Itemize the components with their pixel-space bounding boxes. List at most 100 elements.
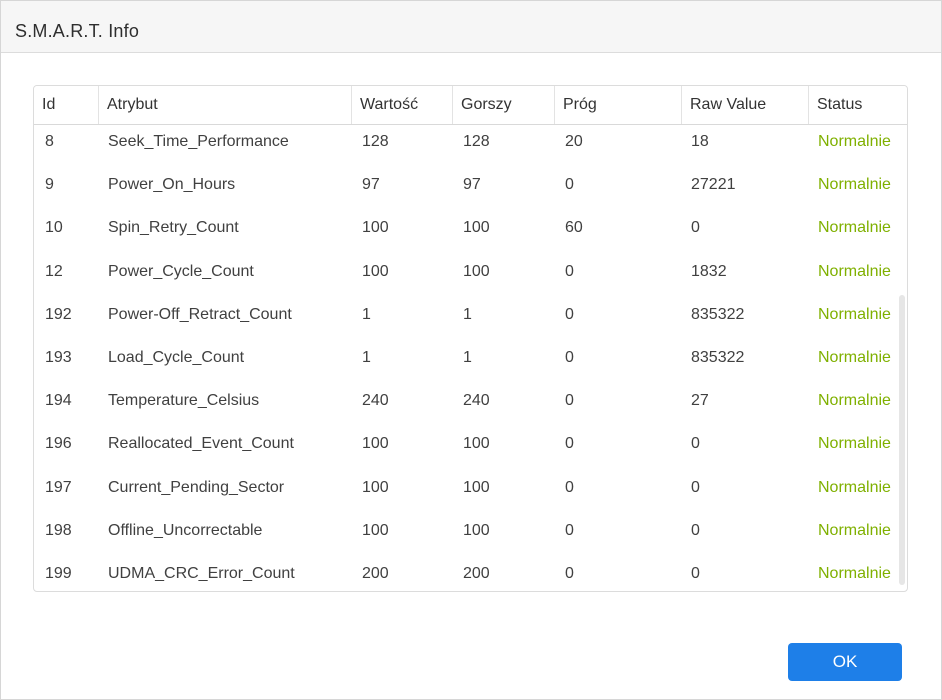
scrollbar-thumb[interactable] bbox=[899, 295, 905, 585]
cell-value: 128 bbox=[362, 133, 389, 150]
cell-threshold: 0 bbox=[565, 392, 574, 410]
cell-worst: 128 bbox=[463, 133, 490, 150]
cell-threshold: 0 bbox=[565, 349, 574, 366]
cell-raw-value: 27 bbox=[691, 392, 709, 410]
table-header: Id Atrybut Wartość Gorszy Próg Raw Value… bbox=[34, 86, 907, 125]
cell-raw-value: 0 bbox=[691, 219, 700, 237]
cell-threshold: 0 bbox=[565, 435, 574, 453]
table-row[interactable]: 198 Offline_Uncorrectable 100 100 0 0 Normalni… bbox=[34, 514, 907, 557]
cell-worst: 100 bbox=[463, 262, 490, 280]
cell-value: 100 bbox=[362, 435, 389, 453]
cell-id: 196 bbox=[45, 435, 72, 453]
cell-attribute: Offline_Uncorrectable bbox=[108, 521, 263, 539]
cell-status: Normalnie bbox=[818, 133, 891, 150]
column-header-attribute[interactable]: Atrybut bbox=[98, 86, 351, 124]
cell-worst: 1 bbox=[463, 305, 472, 323]
table-row[interactable]: 193 Load_Cycle_Count 1 1 0 835322 Normalnie bbox=[34, 341, 907, 384]
table-row[interactable]: 9 Power_On_Hours 97 97 0 27221 Normalnie bbox=[34, 168, 907, 211]
cell-worst: 100 bbox=[463, 435, 490, 453]
column-header-value[interactable]: Wartość bbox=[351, 86, 452, 124]
dialog-title: S.M.A.R.T. Info bbox=[15, 21, 140, 41]
cell-value: 1 bbox=[362, 349, 371, 366]
cell-attribute: Power_On_Hours bbox=[108, 176, 236, 194]
cell-value: 1 bbox=[362, 305, 371, 323]
cell-value: 240 bbox=[362, 392, 389, 410]
cell-value: 200 bbox=[362, 565, 389, 582]
cell-attribute: Load_Cycle_Count bbox=[108, 349, 245, 366]
cell-id: 10 bbox=[45, 219, 63, 237]
column-header-threshold[interactable]: Próg bbox=[554, 86, 681, 124]
cell-raw-value: 0 bbox=[691, 478, 700, 496]
cell-attribute: Spin_Retry_Count bbox=[108, 219, 239, 237]
table-row[interactable]: 199 UDMA_CRC_Error_Count 200 200 0 0 Normalnie bbox=[34, 557, 907, 591]
cell-worst: 97 bbox=[463, 176, 481, 194]
table-row[interactable]: 12 Power_Cycle_Count 100 100 0 1832 Normalnie bbox=[34, 255, 907, 298]
cell-attribute: Power_Cycle_Count bbox=[108, 262, 254, 280]
table-row[interactable]: 197 Current_Pending_Sector 100 100 0 0 Normaln… bbox=[34, 471, 907, 514]
cell-status: Normalnie bbox=[818, 392, 891, 410]
cell-worst: 1 bbox=[463, 349, 472, 366]
table-row[interactable]: 8 Seek_Time_Performance 128 128 20 18 Normalni… bbox=[34, 125, 907, 168]
column-header-raw-value[interactable]: Raw Value bbox=[681, 86, 808, 124]
column-header-status[interactable]: Status bbox=[808, 86, 907, 124]
cell-worst: 240 bbox=[463, 392, 490, 410]
table-row[interactable]: 10 Spin_Retry_Count 100 100 60 0 Normalnie bbox=[34, 211, 907, 254]
cell-id: 12 bbox=[45, 262, 63, 280]
cell-status: Normalnie bbox=[818, 305, 891, 323]
cell-id: 194 bbox=[45, 392, 72, 410]
cell-status: Normalnie bbox=[818, 435, 891, 453]
cell-id: 193 bbox=[45, 349, 72, 366]
table-row[interactable]: 196 Reallocated_Event_Count 100 100 0 0 Normal… bbox=[34, 427, 907, 470]
column-header-worst[interactable]: Gorszy bbox=[452, 86, 554, 124]
cell-status: Normalnie bbox=[818, 521, 891, 539]
cell-threshold: 0 bbox=[565, 565, 574, 582]
cell-status: Normalnie bbox=[818, 565, 891, 582]
cell-attribute: Seek_Time_Performance bbox=[108, 133, 289, 150]
cell-threshold: 0 bbox=[565, 262, 574, 280]
cell-attribute: Temperature_Celsius bbox=[108, 392, 260, 410]
vertical-scrollbar[interactable] bbox=[897, 125, 907, 591]
cell-threshold: 0 bbox=[565, 478, 574, 496]
cell-attribute: Current_Pending_Sector bbox=[108, 478, 285, 496]
cell-value: 100 bbox=[362, 219, 389, 237]
cell-raw-value: 18 bbox=[691, 133, 709, 150]
cell-status: Normalnie bbox=[818, 262, 891, 280]
column-header-id[interactable]: Id bbox=[42, 96, 56, 113]
cell-value: 97 bbox=[362, 176, 380, 194]
cell-raw-value: 0 bbox=[691, 435, 700, 453]
cell-id: 199 bbox=[45, 565, 72, 582]
table-body[interactable]: 8 Seek_Time_Performance 128 128 20 18 Normalni… bbox=[34, 125, 907, 591]
cell-worst: 100 bbox=[463, 521, 490, 539]
cell-raw-value: 1832 bbox=[691, 262, 727, 280]
cell-attribute: Reallocated_Event_Count bbox=[108, 435, 294, 453]
cell-threshold: 20 bbox=[565, 133, 583, 150]
table-row[interactable]: 194 Temperature_Celsius 240 240 0 27 Normalnie bbox=[34, 384, 907, 427]
cell-value: 100 bbox=[362, 521, 389, 539]
cell-threshold: 0 bbox=[565, 305, 574, 323]
cell-id: 197 bbox=[45, 478, 72, 496]
cell-value: 100 bbox=[362, 478, 389, 496]
cell-threshold: 0 bbox=[565, 521, 574, 539]
cell-raw-value: 835322 bbox=[691, 349, 745, 366]
cell-status: Normalnie bbox=[818, 219, 891, 237]
ok-button[interactable]: OK bbox=[788, 643, 902, 681]
cell-raw-value: 0 bbox=[691, 565, 700, 582]
cell-raw-value: 0 bbox=[691, 521, 700, 539]
cell-value: 100 bbox=[362, 262, 389, 280]
cell-status: Normalnie bbox=[818, 478, 891, 496]
smart-attributes-table: Id Atrybut Wartość Gorszy Próg Raw Value… bbox=[33, 85, 908, 592]
cell-raw-value: 27221 bbox=[691, 176, 736, 194]
cell-attribute: Power-Off_Retract_Count bbox=[108, 305, 292, 323]
cell-id: 198 bbox=[45, 521, 72, 539]
cell-worst: 100 bbox=[463, 219, 490, 237]
cell-id: 9 bbox=[45, 176, 54, 194]
cell-raw-value: 835322 bbox=[691, 305, 745, 323]
cell-threshold: 0 bbox=[565, 176, 574, 194]
cell-attribute: UDMA_CRC_Error_Count bbox=[108, 565, 295, 582]
table-row[interactable]: 192 Power-Off_Retract_Count 1 1 0 835322 Norma… bbox=[34, 298, 907, 341]
cell-status: Normalnie bbox=[818, 176, 891, 194]
cell-id: 192 bbox=[45, 305, 72, 323]
cell-worst: 100 bbox=[463, 478, 490, 496]
cell-id: 8 bbox=[45, 133, 54, 150]
